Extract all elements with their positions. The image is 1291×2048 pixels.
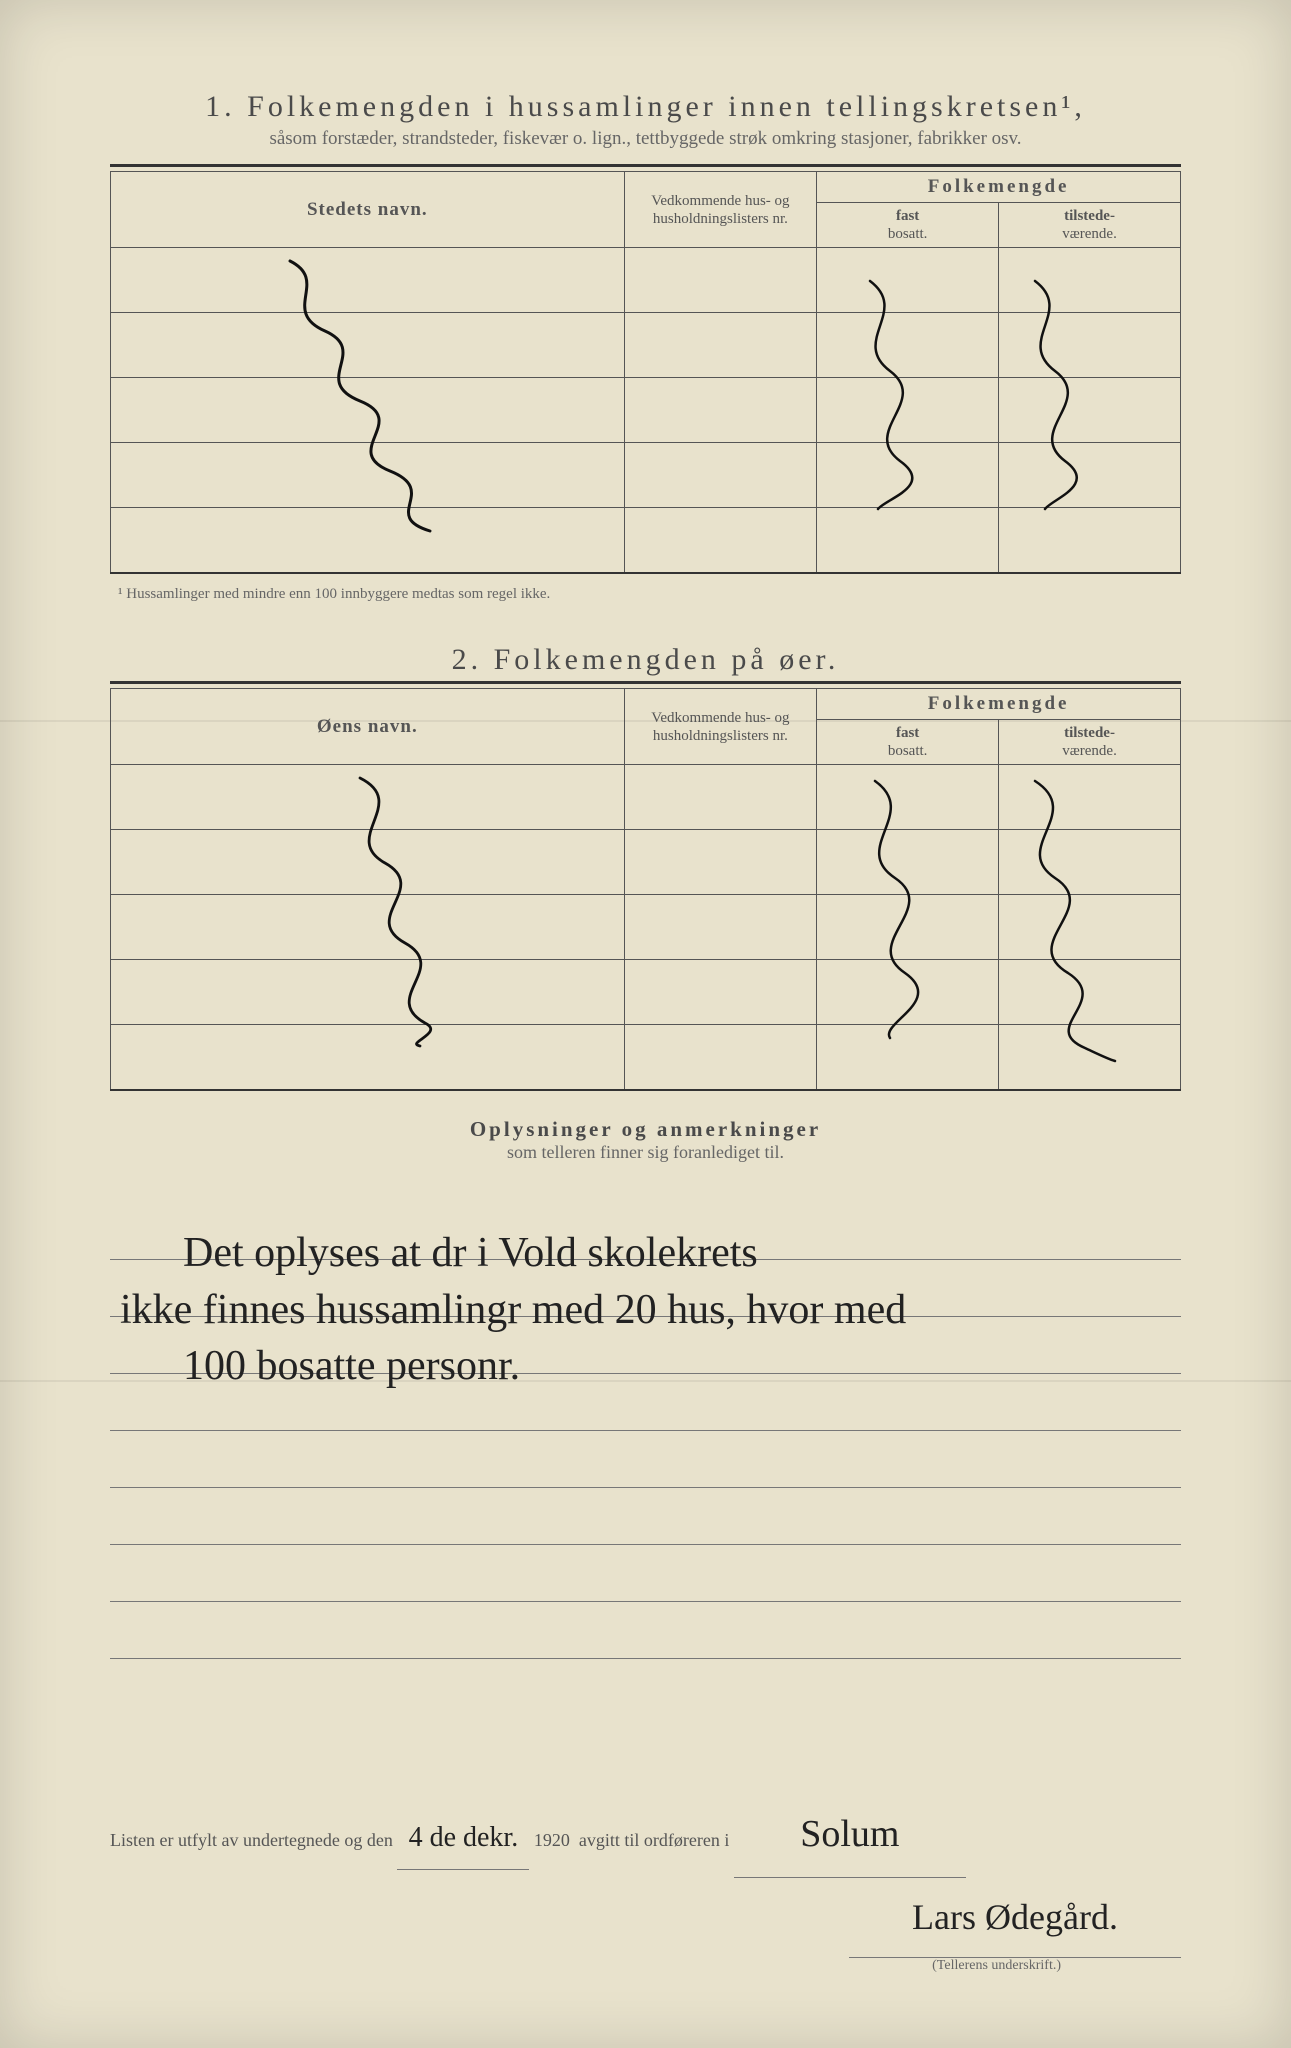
col-fast-b: bosatt. bbox=[888, 226, 928, 242]
footer-signature: Lars Ødegård. bbox=[849, 1878, 1181, 1958]
col-oens-navn: Øens navn. bbox=[111, 689, 625, 765]
table-row bbox=[111, 895, 1181, 960]
census-form-page: 1. Folkemengden i hussamlinger innen tel… bbox=[0, 0, 1291, 2048]
table-row bbox=[111, 1025, 1181, 1091]
col-stedets-navn: Stedets navn. bbox=[111, 172, 625, 248]
section2-number: 2. bbox=[452, 643, 483, 676]
table-row bbox=[111, 313, 1181, 378]
footer-mid: avgitt til ordføreren i bbox=[579, 1830, 729, 1850]
section1-number: 1. bbox=[205, 90, 236, 123]
section1-footnote: ¹ Hussamlinger med mindre enn 100 innbyg… bbox=[118, 586, 1181, 603]
col-til2-b: værende. bbox=[1062, 743, 1117, 759]
col-huslister2: Vedkommende hus- og husholdningslisters … bbox=[624, 689, 817, 765]
col-fast-bosatt: fast bosatt. bbox=[817, 203, 999, 248]
table-oer: Øens navn. Vedkommende hus- og husholdni… bbox=[110, 688, 1181, 1091]
footer-place: Solum bbox=[734, 1793, 966, 1878]
col-tilstede2: tilstede- værende. bbox=[999, 720, 1181, 765]
col-folkemengde: Folkemengde bbox=[817, 172, 1181, 203]
col-fast-bosatt2: fast bosatt. bbox=[817, 720, 999, 765]
footer-date: 4 de dekr. bbox=[397, 1807, 529, 1870]
footer-prefix: Listen er utfylt av undertegnede og den bbox=[110, 1830, 393, 1850]
divider bbox=[110, 164, 1181, 167]
col-til-a: tilstede- bbox=[1064, 208, 1115, 224]
col-tilstede: tilstede- værende. bbox=[999, 203, 1181, 248]
table-row bbox=[111, 508, 1181, 574]
table-row bbox=[111, 830, 1181, 895]
table-row bbox=[111, 248, 1181, 313]
col-til2-a: tilstede- bbox=[1064, 725, 1115, 741]
col-til-b: værende. bbox=[1062, 226, 1117, 242]
remarks-area: Det oplyses at dr i Vold skolekrets ikke… bbox=[110, 1203, 1181, 1723]
remarks-subtitle: som telleren finner sig foranlediget til… bbox=[110, 1142, 1181, 1163]
col-huslister: Vedkommende hus- og husholdningslisters … bbox=[624, 172, 817, 248]
section1-title: 1. Folkemengden i hussamlinger innen tel… bbox=[110, 90, 1181, 124]
section2-title-text: Folkemengden på øer. bbox=[494, 643, 840, 676]
col-fast2-b: bosatt. bbox=[888, 743, 928, 759]
handwritten-remarks: Det oplyses at dr i Vold skolekrets ikke… bbox=[120, 1225, 906, 1395]
col-folkemengde2: Folkemengde bbox=[817, 689, 1181, 720]
table-row bbox=[111, 960, 1181, 1025]
col-fast-a: fast bbox=[896, 208, 919, 224]
table-hussamlinger: Stedets navn. Vedkommende hus- og hushol… bbox=[110, 171, 1181, 574]
divider bbox=[110, 681, 1181, 684]
table-row bbox=[111, 378, 1181, 443]
section1-title-text: Folkemengden i hussamlinger innen tellin… bbox=[247, 90, 1086, 123]
footer-line: Listen er utfylt av undertegnede og den … bbox=[110, 1793, 1181, 1958]
section1-subtitle: såsom forstæder, strandsteder, fiskevær … bbox=[110, 128, 1181, 150]
section2-title: 2. Folkemengden på øer. bbox=[110, 643, 1181, 677]
footer-year: 1920 bbox=[534, 1830, 570, 1850]
col-fast2-a: fast bbox=[896, 725, 919, 741]
signature-caption: (Tellerens underskrift.) bbox=[110, 1958, 1181, 1974]
remarks-title: Oplysninger og anmerkninger bbox=[110, 1117, 1181, 1142]
table-row bbox=[111, 765, 1181, 830]
table-row bbox=[111, 443, 1181, 508]
